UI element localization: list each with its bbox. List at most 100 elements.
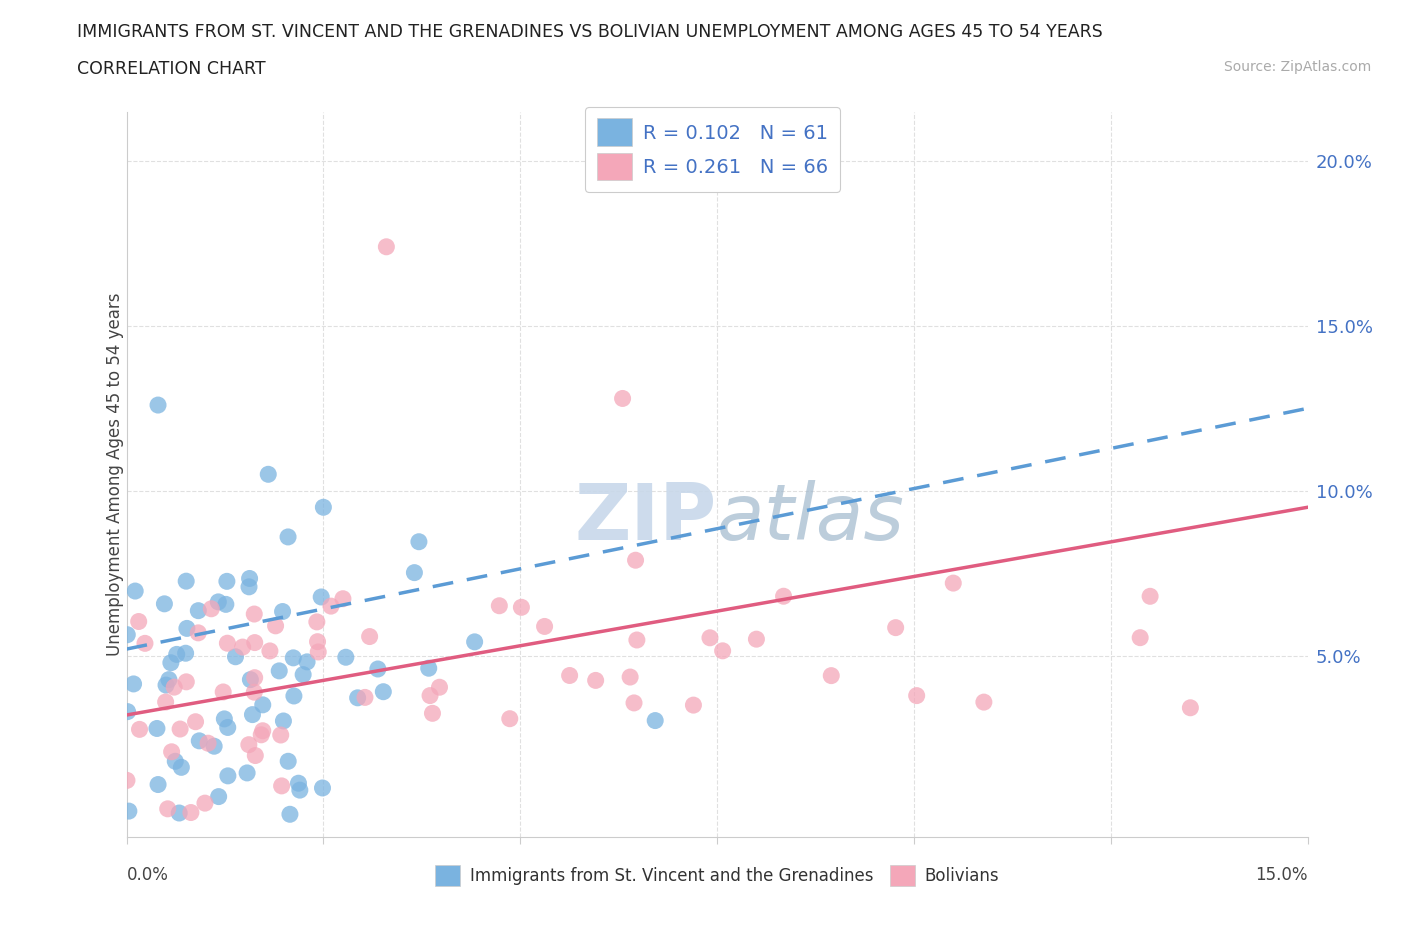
Point <box>194 796 217 811</box>
Point <box>884 620 907 635</box>
Point <box>156 802 179 817</box>
Legend: Immigrants from St. Vincent and the Grenadines, Bolivians: Immigrants from St. Vincent and the Gren… <box>426 857 1008 894</box>
Y-axis label: Unemployment Among Ages 45 to 54 years: Unemployment Among Ages 45 to 54 years <box>107 293 124 656</box>
Point <box>167 805 190 820</box>
Point <box>277 754 299 769</box>
Point <box>270 727 292 742</box>
Point <box>283 688 305 703</box>
Point <box>232 640 254 655</box>
Point <box>180 805 202 820</box>
Point <box>375 239 398 254</box>
Point <box>905 688 928 703</box>
Point <box>259 644 281 658</box>
Point <box>288 783 311 798</box>
Point <box>373 684 395 699</box>
Point <box>117 627 139 642</box>
Point <box>155 695 177 710</box>
Point <box>942 576 965 591</box>
Point <box>217 768 239 783</box>
Text: ZIP: ZIP <box>575 480 717 556</box>
Point <box>163 680 186 695</box>
Point <box>197 736 219 751</box>
Point <box>174 645 197 660</box>
Point <box>243 684 266 699</box>
Point <box>243 671 266 685</box>
Point <box>585 673 607 688</box>
Point <box>273 713 295 728</box>
Point <box>252 698 274 712</box>
Point <box>277 529 299 544</box>
Point <box>117 704 139 719</box>
Point <box>200 602 222 617</box>
Point <box>287 776 309 790</box>
Point <box>153 596 176 611</box>
Point <box>212 684 235 699</box>
Point <box>354 690 377 705</box>
Point <box>122 676 145 691</box>
Point <box>623 696 645 711</box>
Point <box>464 634 486 649</box>
Point <box>307 644 329 659</box>
Point <box>174 574 197 589</box>
Point <box>243 606 266 621</box>
Point <box>176 621 198 636</box>
Point <box>422 706 444 721</box>
Point <box>118 804 141 818</box>
Point <box>429 680 451 695</box>
Point <box>820 668 842 683</box>
Point <box>238 579 260 594</box>
Point <box>305 615 328 630</box>
Point <box>208 790 231 804</box>
Point <box>271 604 294 619</box>
Point <box>236 765 259 780</box>
Point <box>359 629 381 644</box>
Point <box>252 724 274 738</box>
Point <box>242 707 264 722</box>
Point <box>644 713 666 728</box>
Point <box>184 714 207 729</box>
Point <box>488 598 510 613</box>
Point <box>367 661 389 676</box>
Point <box>624 552 647 567</box>
Point <box>214 711 236 726</box>
Text: IMMIGRANTS FROM ST. VINCENT AND THE GRENADINES VS BOLIVIAN UNEMPLOYMENT AMONG AG: IMMIGRANTS FROM ST. VINCENT AND THE GREN… <box>77 23 1104 41</box>
Point <box>134 636 156 651</box>
Point <box>239 672 262 687</box>
Point <box>238 737 260 752</box>
Point <box>309 590 332 604</box>
Point <box>170 760 193 775</box>
Point <box>217 636 239 651</box>
Point <box>166 647 188 662</box>
Point <box>243 635 266 650</box>
Point <box>157 672 180 687</box>
Point <box>307 634 329 649</box>
Point <box>207 594 229 609</box>
Point <box>419 688 441 703</box>
Point <box>174 674 197 689</box>
Point <box>187 604 209 618</box>
Point <box>155 678 177 693</box>
Point <box>269 663 291 678</box>
Point <box>295 655 318 670</box>
Point <box>257 467 280 482</box>
Point <box>612 391 634 405</box>
Point <box>264 618 287 633</box>
Point <box>346 690 368 705</box>
Point <box>973 695 995 710</box>
Point <box>215 597 238 612</box>
Point <box>283 650 305 665</box>
Point <box>408 535 430 550</box>
Point <box>245 748 267 763</box>
Text: atlas: atlas <box>717 480 905 556</box>
Point <box>699 631 721 645</box>
Point <box>711 644 734 658</box>
Point <box>115 773 138 788</box>
Text: CORRELATION CHART: CORRELATION CHART <box>77 60 266 78</box>
Point <box>404 565 426 580</box>
Point <box>160 744 183 759</box>
Text: 0.0%: 0.0% <box>127 866 169 884</box>
Point <box>165 754 187 769</box>
Point <box>292 667 315 682</box>
Point <box>224 649 246 664</box>
Point <box>558 668 581 683</box>
